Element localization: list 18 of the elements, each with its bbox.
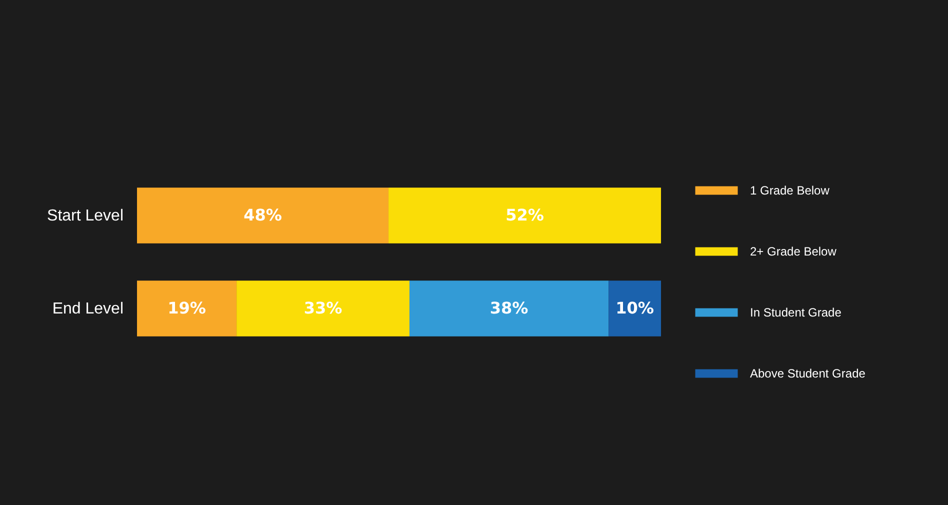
data-label: 19% xyxy=(168,298,206,318)
legend-label: In Student Grade xyxy=(750,306,842,320)
y-tick-label: Start Level xyxy=(47,208,124,224)
bar xyxy=(608,280,661,336)
y-tick-label: End Level xyxy=(52,300,124,318)
data-label: 38% xyxy=(490,298,528,318)
data-label: 52% xyxy=(506,206,544,224)
bar xyxy=(137,280,237,336)
data-label: 48% xyxy=(244,206,282,224)
data-label: 10% xyxy=(616,298,654,318)
data-label: 33% xyxy=(304,298,342,318)
legend-label: 2+ Grade Below xyxy=(750,244,837,258)
bar xyxy=(409,280,609,336)
legend-label: Above Student Grade xyxy=(750,366,866,380)
bar xyxy=(388,188,661,244)
legend-label: 1 Grade Below xyxy=(750,184,830,198)
bar xyxy=(137,188,389,244)
bar xyxy=(236,280,410,336)
